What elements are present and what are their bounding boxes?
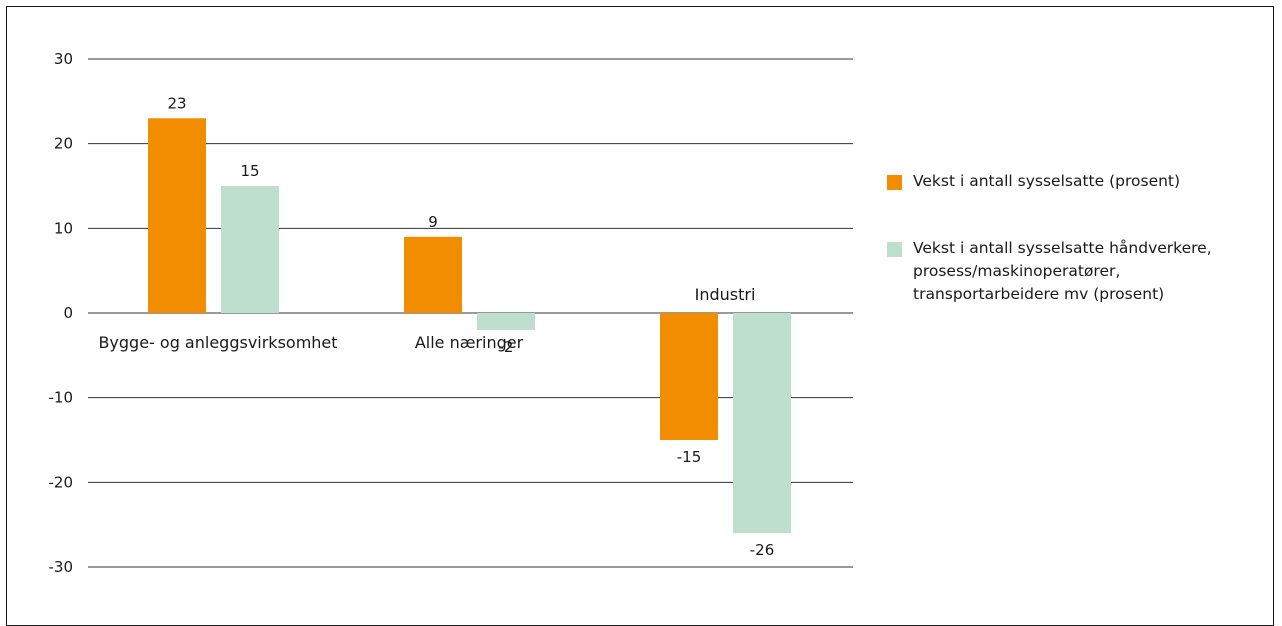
legend-item-employment-growth: Vekst i antall sysselsatte (prosent) [887, 170, 1267, 193]
data-label: -15 [677, 448, 702, 466]
bar [477, 313, 535, 330]
category-label: Industri [695, 285, 756, 304]
legend-item-craftsmen-growth: Vekst i antall sysselsatte håndverkere, … [887, 237, 1267, 306]
y-tick-label: 10 [54, 219, 73, 237]
legend-label-line: transportarbeidere mv (prosent) [913, 285, 1165, 303]
data-label: 9 [428, 213, 438, 231]
bar [148, 118, 206, 314]
bar [221, 186, 279, 313]
bar-chart: 30 20 10 0 -10 -20 -30 23 9 -15 15 -2 -26 Bygge- og a… [49, 50, 853, 576]
chart-legend: Vekst i antall sysselsatte (prosent) Vek… [887, 170, 1267, 306]
legend-swatch-orange [887, 175, 902, 190]
legend-label-line: Vekst i antall sysselsatte håndverkere, [913, 239, 1212, 257]
y-tick-label: -30 [49, 558, 74, 576]
y-tick-label: -10 [49, 389, 74, 407]
category-label: Bygge- og anleggsvirksomhet [98, 333, 337, 352]
legend-label-line: Vekst i antall sysselsatte (prosent) [913, 172, 1181, 190]
y-tick-label: 30 [54, 50, 73, 68]
y-tick-label: 20 [54, 135, 73, 153]
category-label: Alle næringer [415, 333, 524, 352]
legend-label-line: prosess/maskinoperatører, [913, 262, 1121, 280]
data-label: -26 [750, 541, 775, 559]
bar [660, 313, 718, 440]
data-label: 23 [167, 94, 186, 112]
y-tick-label: 0 [63, 304, 73, 322]
legend-swatch-green [887, 242, 902, 257]
data-label: 15 [240, 162, 259, 180]
bar [404, 236, 462, 313]
y-tick-label: -20 [49, 473, 74, 491]
bar [733, 313, 791, 534]
data-label: -2 [499, 338, 514, 356]
